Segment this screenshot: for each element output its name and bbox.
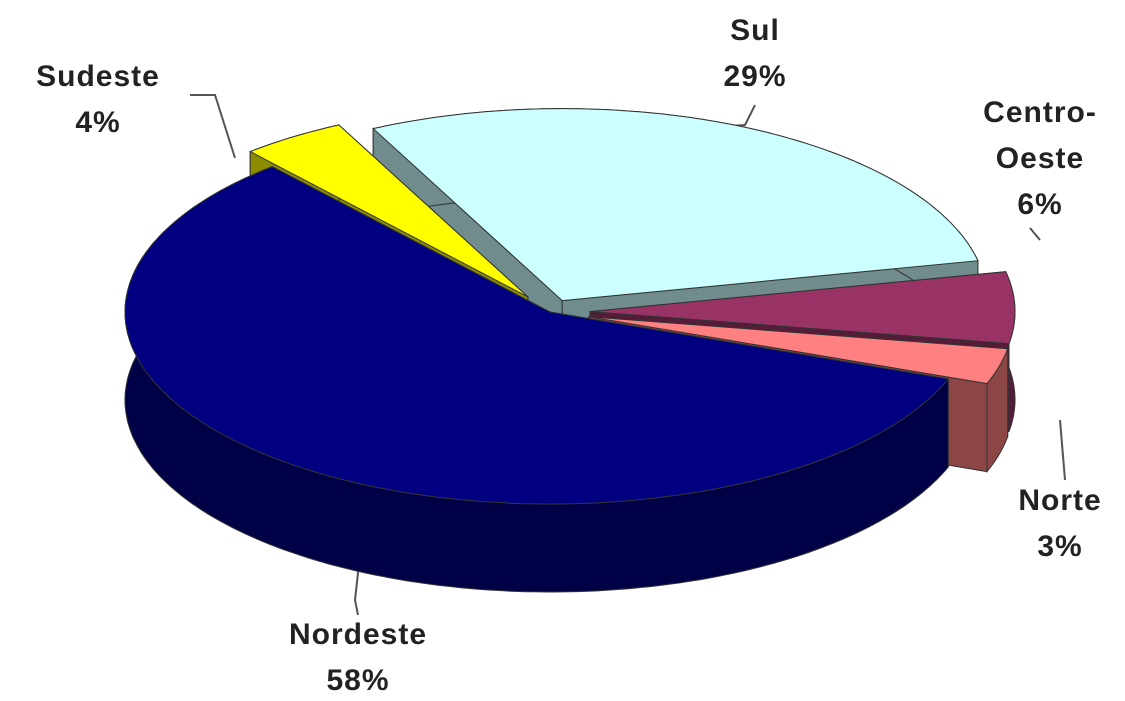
slice <box>124 165 950 593</box>
value-label: 29% <box>723 60 787 93</box>
category-label: Centro-Oeste <box>983 96 1097 175</box>
category-label: Norte <box>1018 484 1102 517</box>
slice-top <box>372 108 979 302</box>
value-label: 58% <box>326 664 390 697</box>
leader-line <box>1059 419 1066 481</box>
category-label: Sul <box>730 14 780 47</box>
slice-top <box>588 316 1009 385</box>
slice-label: Norte 3% <box>990 478 1125 570</box>
slice-top <box>124 166 950 505</box>
category-label: Sudeste <box>36 60 160 93</box>
category-label: Nordeste <box>288 618 428 651</box>
value-label: 3% <box>1037 530 1083 563</box>
slice-top <box>248 124 529 298</box>
value-label: 4% <box>75 106 121 139</box>
value-label: 6% <box>1017 188 1063 221</box>
slice-label: Sul 29% <box>685 8 825 100</box>
slice-label: Centro-Oeste 6% <box>960 90 1120 228</box>
leader-line <box>1029 227 1041 241</box>
leader-line <box>190 94 236 159</box>
slice-label: Nordeste 58% <box>248 612 468 701</box>
slice-top <box>589 271 1016 345</box>
slice-label: Sudeste 4% <box>13 54 183 146</box>
